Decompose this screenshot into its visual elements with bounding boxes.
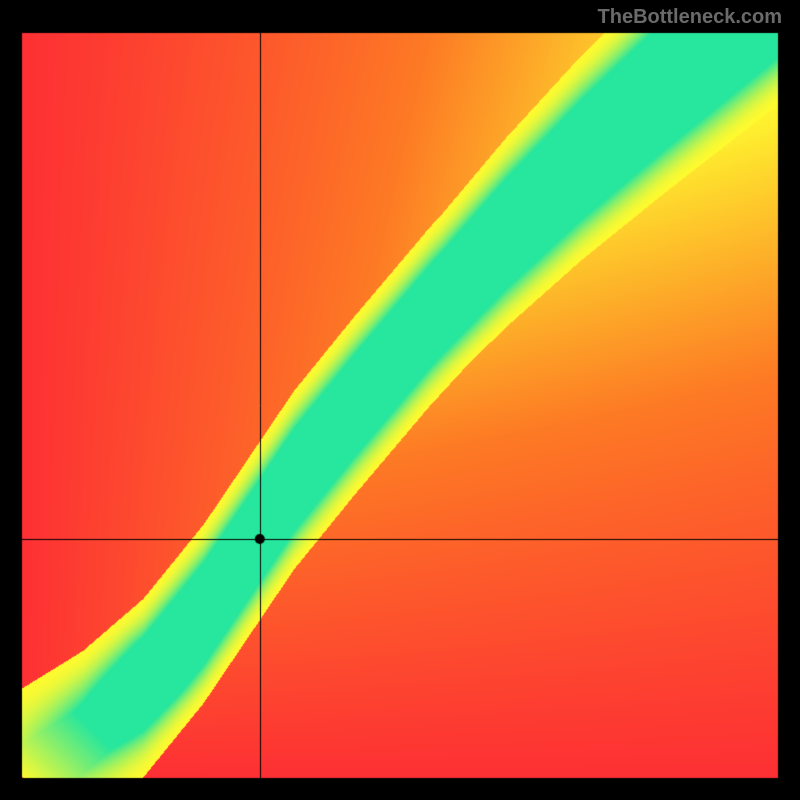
chart-container: TheBottleneck.com	[0, 0, 800, 800]
watermark-text: TheBottleneck.com	[598, 6, 782, 29]
heatmap-canvas	[0, 0, 800, 800]
